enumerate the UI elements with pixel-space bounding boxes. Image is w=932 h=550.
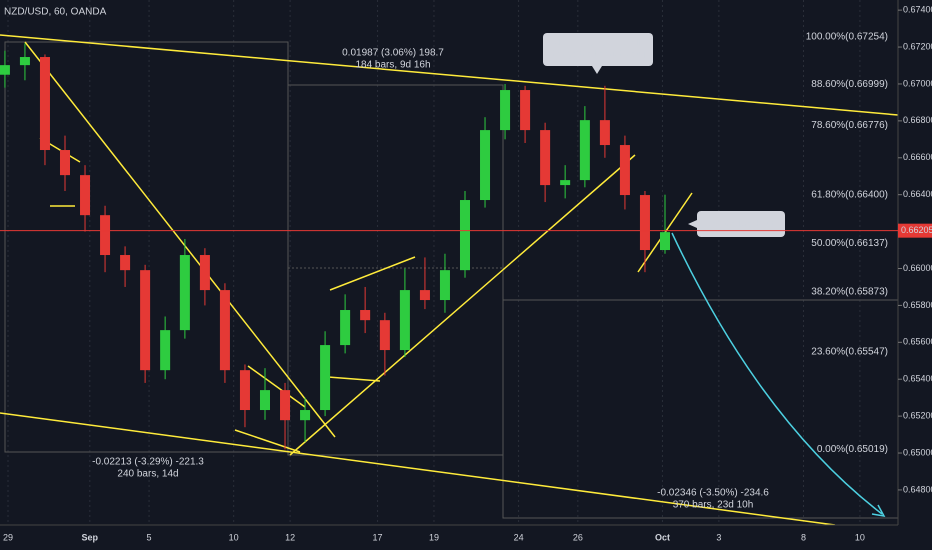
x-tick-label: 26 [573, 532, 583, 542]
candle-body [0, 65, 10, 75]
callout-text: sell the breakout [708, 218, 775, 228]
fib-level-label: 0.00%(0.65019) [817, 444, 888, 455]
x-tick-label: Oct [655, 532, 670, 542]
x-tick-label: 24 [514, 532, 524, 542]
fib-level-label: 88.60%(0.66999) [811, 79, 888, 90]
x-tick-label: 8 [801, 532, 806, 542]
candle-body [140, 270, 151, 371]
chart-title: NZD/USD, 60, OANDA [4, 7, 107, 18]
candle-body [439, 270, 450, 301]
x-tick-label: 5 [147, 532, 152, 542]
candle-body [639, 195, 650, 251]
candle-body [300, 410, 311, 421]
candle-body [320, 345, 331, 411]
candle-body [100, 215, 111, 256]
fib-level-label: 100.00%(0.67254) [806, 32, 888, 43]
measurement-text: 184 bars, 9d 16h [355, 60, 430, 71]
x-tick-label: 10 [229, 532, 239, 542]
candle-body [459, 200, 471, 271]
candle-body [120, 255, 131, 271]
x-tick-label: 10 [855, 532, 865, 542]
fib-level-label: 78.60%(0.66776) [811, 120, 888, 131]
fib-level-label: 38.20%(0.65873) [811, 287, 888, 298]
x-tick-label: 3 [716, 532, 721, 542]
fib-level-label: 61.80%(0.66400) [811, 189, 888, 200]
measurement-text: 370 bars, 23d 10h [673, 500, 754, 511]
measurement-text: -0.02213 (-3.29%) -221.3 [92, 457, 204, 468]
last-price-label: 0.66205 [901, 225, 932, 235]
candle-body [59, 150, 71, 176]
candle-body [360, 310, 371, 321]
x-tick-label: Sep [82, 532, 99, 542]
projection-arrow [671, 232, 886, 517]
candle-body [500, 90, 511, 131]
callout-text: change the bearish setup [547, 48, 648, 58]
candle-body [160, 330, 171, 371]
price-axis [898, 0, 932, 550]
y-tick-label: 0.64800 [903, 484, 932, 494]
x-tick-label: 29 [3, 532, 13, 542]
candle-body [379, 320, 390, 351]
y-tick-label: 0.66400 [903, 189, 932, 199]
candle-body [239, 370, 250, 411]
time-axis [0, 525, 932, 550]
candle-body [80, 175, 91, 216]
candle-body [179, 255, 190, 331]
candle-body [199, 255, 210, 291]
candle-body [599, 120, 610, 146]
candle-body [579, 120, 590, 181]
x-tick-label: 17 [373, 532, 383, 542]
fib-level-label: 23.60%(0.65547) [811, 347, 888, 358]
measurement-text: 0.01987 (3.06%) 198.7 [342, 48, 444, 59]
candle-body [419, 290, 430, 301]
candle-body [619, 145, 630, 196]
candle-body [480, 130, 491, 201]
candle-body [399, 290, 410, 351]
last-price-tag [898, 223, 932, 238]
x-tick-label: 12 [285, 532, 295, 542]
candle-body [280, 390, 291, 421]
candle-body [340, 310, 351, 346]
candle-body [19, 57, 30, 66]
x-tick-label: 19 [429, 532, 439, 542]
candle-body [520, 90, 531, 131]
candle-body [39, 57, 50, 151]
candle-body [560, 180, 571, 186]
candle-body [540, 130, 551, 186]
measurement-text: 240 bars, 14d [117, 469, 178, 480]
candle-body [659, 232, 671, 251]
candle-body [259, 390, 271, 411]
measurement-text: -0.02346 (-3.50%) -234.6 [657, 488, 769, 499]
candle-body [219, 290, 230, 371]
callout-text: clear break above will [555, 37, 642, 47]
fib-level-label: 50.00%(0.66137) [811, 238, 888, 249]
